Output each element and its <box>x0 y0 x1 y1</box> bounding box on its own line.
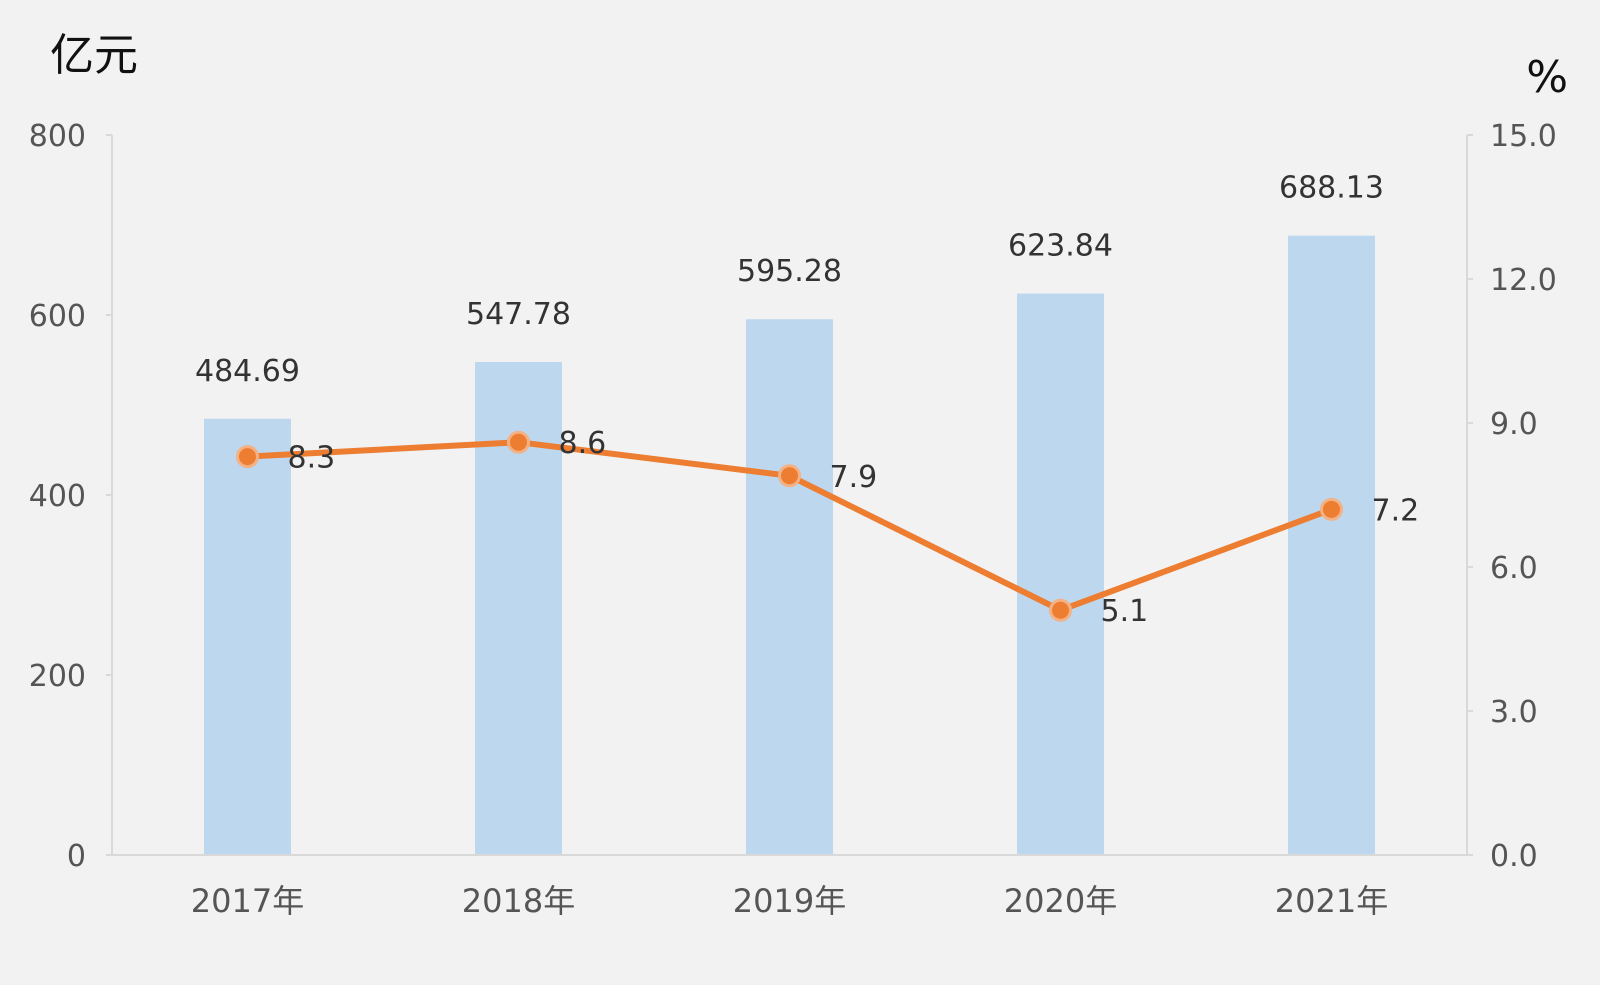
growth-rate-point-2018年 <box>507 430 530 454</box>
chart-container: 亿元 % 0 200 400 600 800 0.0 3.0 6.0 9.0 12.0 15.0 20… <box>0 0 1600 985</box>
x-tick-label: 2017年 <box>191 882 304 920</box>
line-layer <box>236 430 1343 622</box>
bar-value-label: 484.69 <box>195 354 300 389</box>
line-value-label: 8.6 <box>559 426 607 461</box>
x-tick-label: 2021年 <box>1275 882 1388 920</box>
y-right-tick-label: 3.0 <box>1490 695 1538 730</box>
y-left-tick-label: 200 <box>29 659 86 694</box>
bar-2019年 <box>746 319 833 855</box>
bar-value-label: 623.84 <box>1008 229 1113 264</box>
bar-value-label: 595.28 <box>737 254 842 289</box>
labels-layer: 484.69 547.78 595.28 623.84 688.13 8.3 8.6 7.9 5… <box>195 171 1419 630</box>
bars-layer <box>204 235 1375 856</box>
y-left-unit-label: 亿元 <box>50 30 138 81</box>
y-right-unit-label: % <box>1526 52 1568 103</box>
y-left-tick-label: 800 <box>29 119 86 154</box>
growth-rate-point-2017年 <box>236 445 259 469</box>
bar-value-label: 547.78 <box>466 297 571 332</box>
x-tick-label: 2019年 <box>733 882 846 920</box>
x-tick-label: 2020年 <box>1004 882 1117 920</box>
bar-value-label: 688.13 <box>1279 171 1384 206</box>
line-value-label: 7.2 <box>1372 493 1420 528</box>
bar-2020年 <box>1017 293 1104 855</box>
y-left-tick-label: 600 <box>29 299 86 334</box>
line-value-label: 8.3 <box>288 441 336 476</box>
bar-2017年 <box>204 418 291 855</box>
x-tick-label: 2018年 <box>462 882 575 920</box>
line-value-label: 5.1 <box>1101 594 1149 629</box>
line-value-label: 7.9 <box>830 460 878 495</box>
y-right-tick-label: 0.0 <box>1490 839 1538 874</box>
ticks-layer: 0 200 400 600 800 0.0 3.0 6.0 9.0 12.0 15.0 2017年 20… <box>29 119 1557 920</box>
y-left-tick-label: 0 <box>67 839 86 874</box>
growth-rate-point-2021年 <box>1320 497 1343 521</box>
growth-rate-point-2019年 <box>778 464 801 488</box>
y-right-tick-label: 15.0 <box>1490 119 1557 154</box>
bar-2021年 <box>1288 235 1375 856</box>
combo-chart: 亿元 % 0 200 400 600 800 0.0 3.0 6.0 9.0 12.0 15.0 20… <box>29 30 1568 920</box>
y-right-tick-label: 9.0 <box>1490 407 1538 442</box>
y-right-tick-label: 6.0 <box>1490 551 1538 586</box>
y-right-tick-label: 12.0 <box>1490 263 1557 298</box>
y-left-tick-label: 400 <box>29 479 86 514</box>
growth-rate-point-2020年 <box>1049 598 1072 622</box>
